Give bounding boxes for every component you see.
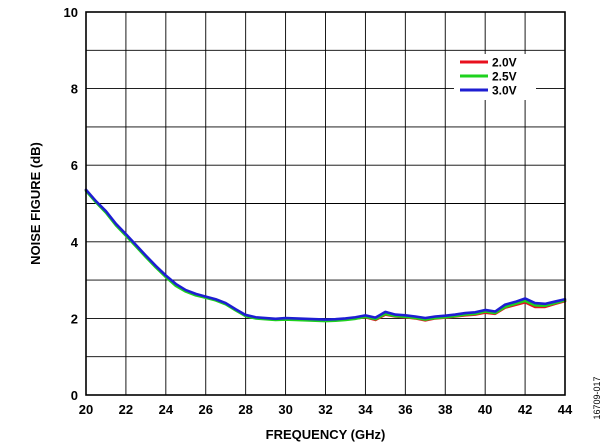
- plot-frame: [85, 11, 566, 396]
- series-layer: [84, 188, 567, 323]
- legend-label: 2.5V: [492, 70, 517, 84]
- x-tick-label: 32: [318, 402, 332, 417]
- series-line-3.0V: [84, 188, 567, 321]
- figure-id: 16709-017: [592, 376, 602, 419]
- x-axis-label: FREQUENCY (GHz): [266, 427, 386, 442]
- y-tick-label: 0: [71, 388, 78, 403]
- x-tick-label: 36: [398, 402, 412, 417]
- legend-label: 2.0V: [492, 56, 517, 70]
- x-tick-label: 34: [358, 402, 373, 417]
- y-tick-label: 4: [71, 235, 79, 250]
- x-tick-label: 38: [438, 402, 452, 417]
- y-tick-labels: 0 2 4 6 8 10: [64, 5, 79, 403]
- x-tick-label: 24: [159, 402, 174, 417]
- x-tick-labels: 20 22 24 26 28 30 32 34 36 38 40 42 44: [79, 402, 573, 417]
- x-tick-label: 20: [79, 402, 93, 417]
- y-tick-label: 6: [71, 158, 78, 173]
- y-axis-label: NOISE FIGURE (dB): [28, 142, 43, 265]
- legend: 2.0V2.5V3.0V: [454, 54, 536, 100]
- x-tick-label: 26: [199, 402, 213, 417]
- x-tick-label: 40: [478, 402, 492, 417]
- x-tick-label: 22: [119, 402, 133, 417]
- x-tick-label: 44: [558, 402, 573, 417]
- x-tick-label: 30: [278, 402, 292, 417]
- x-tick-label: 42: [518, 402, 532, 417]
- y-tick-label: 8: [71, 82, 78, 97]
- y-tick-label: 10: [64, 5, 78, 20]
- x-tick-label: 28: [238, 402, 252, 417]
- y-tick-label: 2: [71, 311, 78, 326]
- legend-label: 3.0V: [492, 84, 517, 98]
